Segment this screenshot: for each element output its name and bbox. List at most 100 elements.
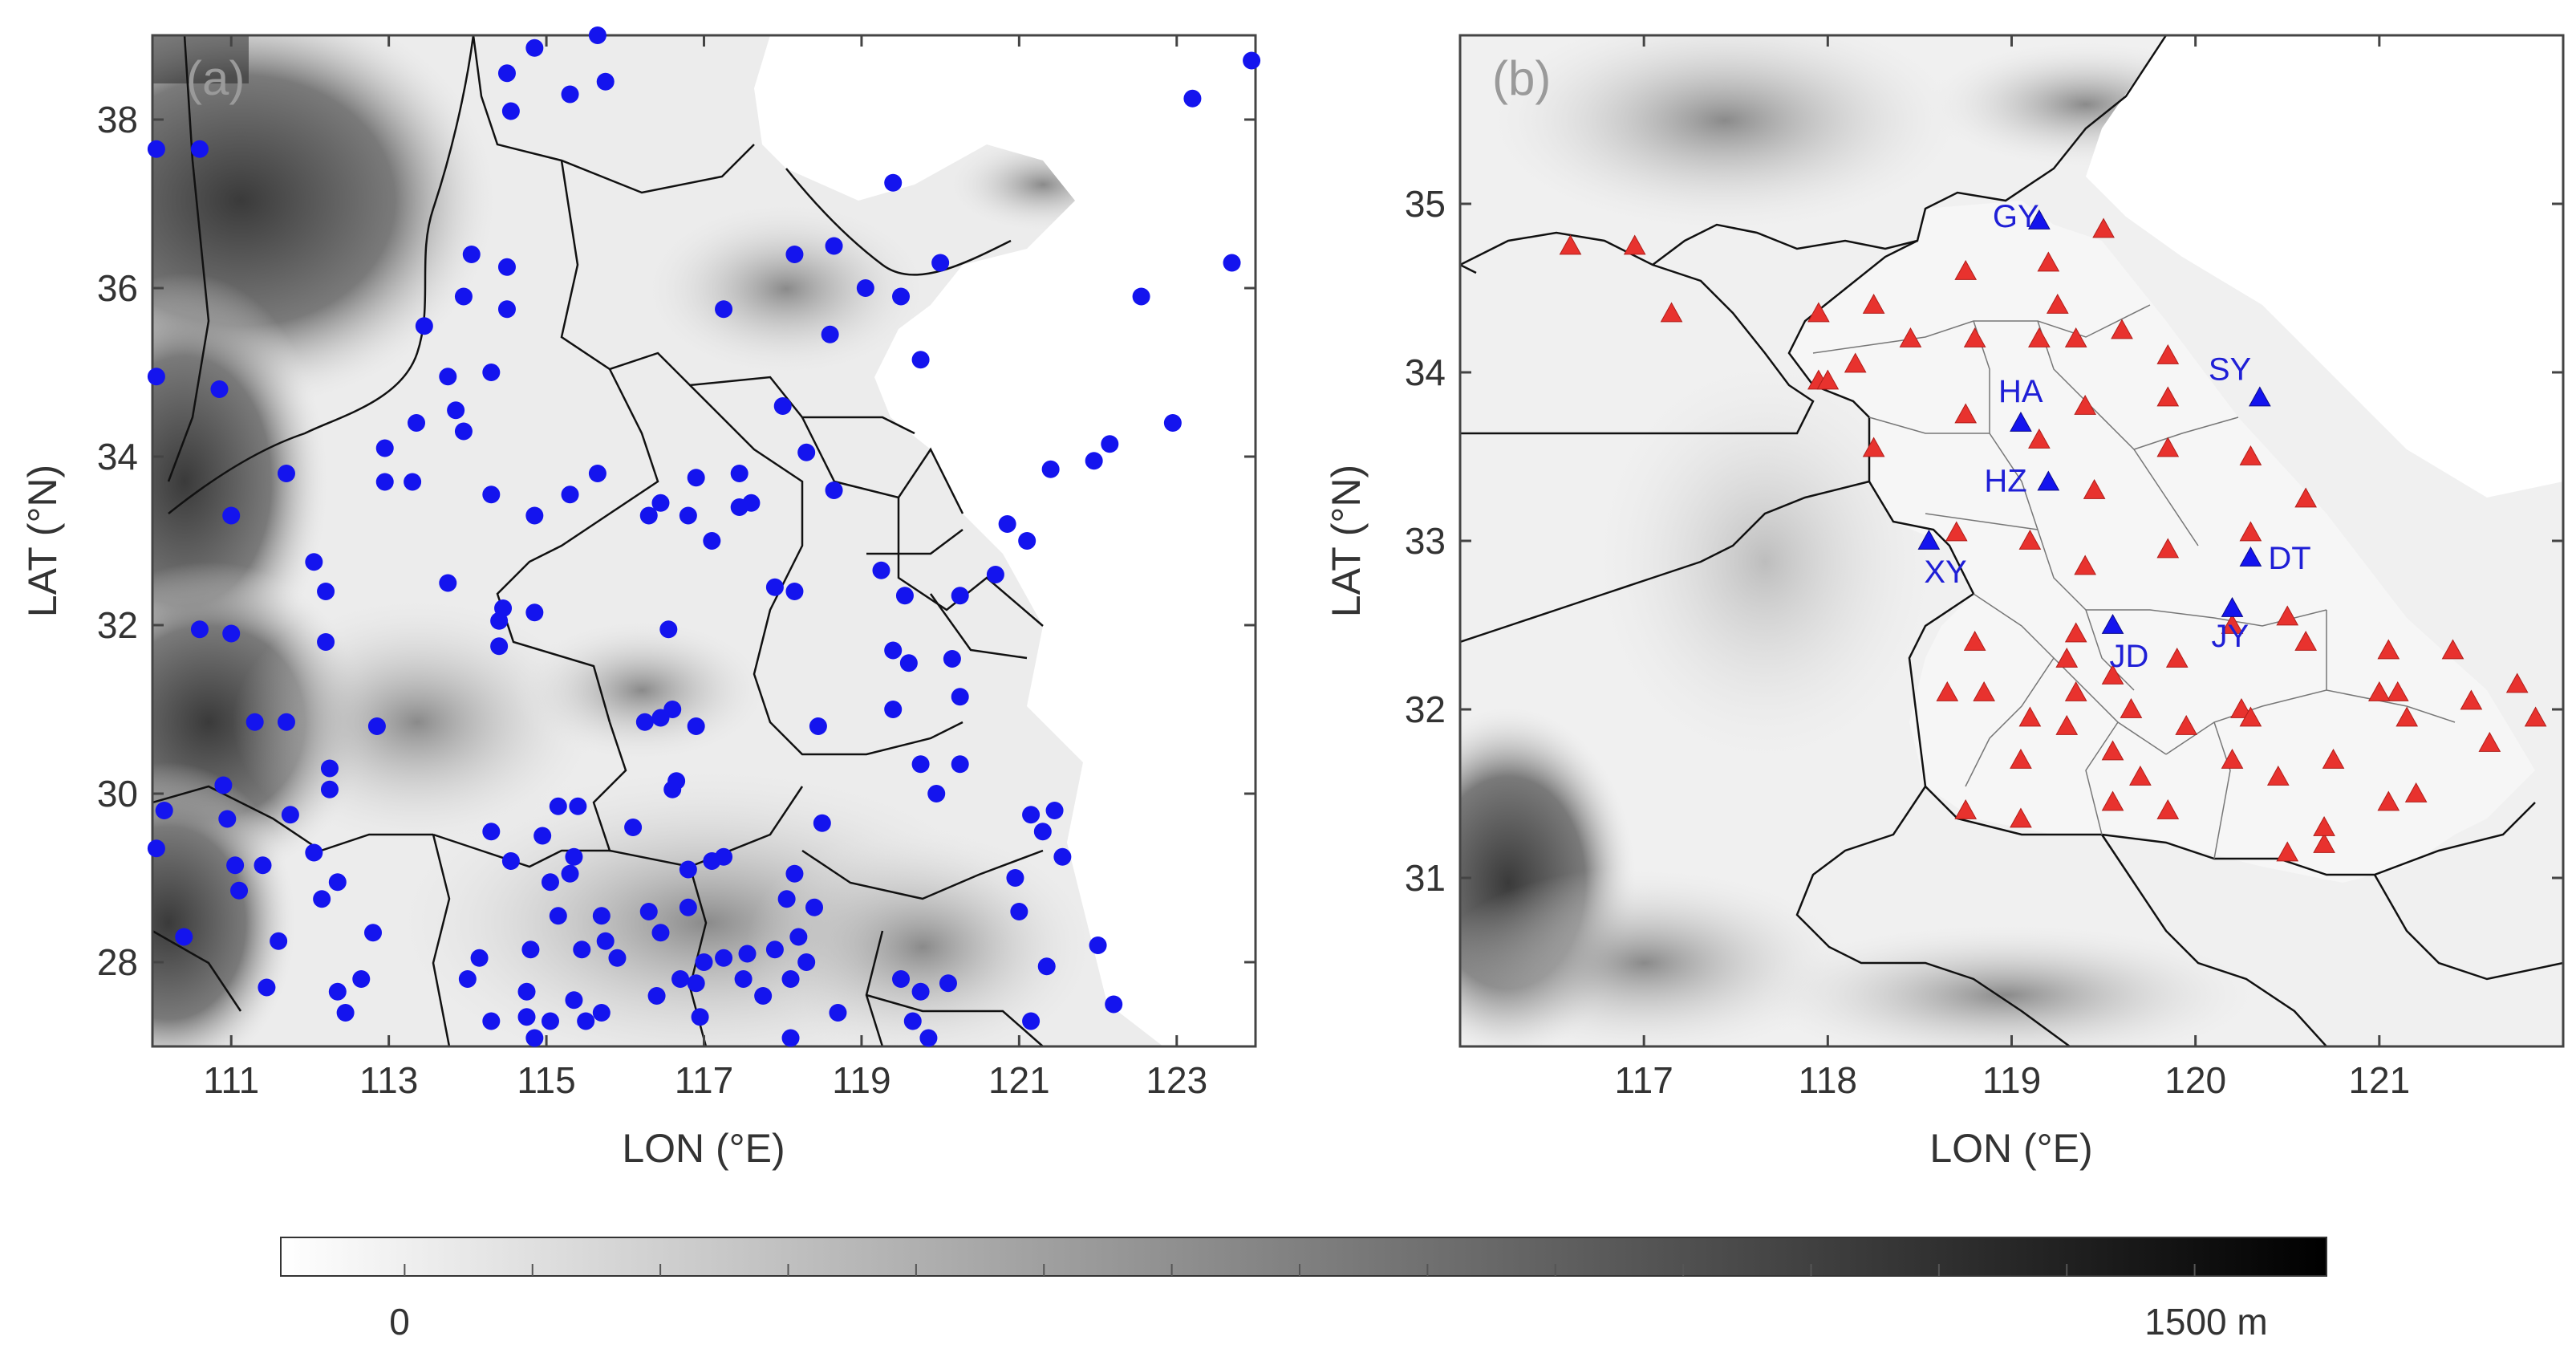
station-marker-a [588,26,606,44]
station-marker-a [687,717,705,735]
station-marker-a [679,898,697,916]
station-label: SY [2209,352,2251,388]
station-marker-a [951,587,969,605]
x-tick-label-b: 118 [1799,1059,1857,1101]
y-axis-label-b: LAT (°N) [1324,465,1369,617]
station-marker-a [687,469,705,487]
station-marker-a [258,978,276,997]
station-marker-a [895,587,914,605]
station-marker-a [742,494,761,512]
station-marker-b [2276,605,2299,626]
station-marker-b [2156,343,2180,364]
station-marker-b [2239,445,2262,465]
station-marker-a [190,140,209,158]
station-marker-b [2083,478,2106,499]
colorbar-ticks [404,1264,2196,1276]
station-marker-a [1037,957,1056,976]
station-marker-a [872,561,890,579]
x-axis-label-a: LON (°E) [622,1126,785,1171]
station-marker-a [328,873,347,892]
station-marker-a [541,873,559,892]
station-marker-a [517,1008,536,1026]
station-marker-a [375,439,394,457]
x-tick-label-a: 115 [517,1059,575,1101]
x-tick-label-a: 123 [1146,1059,1207,1101]
station-marker-a [998,515,1016,533]
station-marker-b [2028,428,2051,449]
tick-labels-a: 111 113 115 117 119 121 123 28 30 32 34 36 38 [97,99,1207,1101]
station-marker-b [2313,832,2335,853]
station-marker-b [2478,731,2501,752]
key-station-marker [2010,411,2032,432]
station-marker-a [695,953,713,971]
station-marker-a [352,970,371,988]
station-marker-a [911,755,930,774]
terrain-a [152,35,1256,1046]
station-marker-a [738,945,757,963]
station-marker-a [482,364,501,381]
station-marker-b [2276,841,2299,862]
station-marker-a [785,583,804,600]
station-marker-a [596,72,615,91]
station-marker-a [679,860,697,879]
station-marker-a [1223,254,1241,272]
axis-ticks-a [152,35,1256,1046]
colorbar-min-label: 0 [389,1301,410,1343]
station-marker-b [1954,403,1978,424]
station-marker-a [813,814,831,832]
station-marker-a [320,759,339,778]
y-tick-label-a: 28 [97,941,138,983]
colorbar-gradient [280,1237,2327,1277]
key-station-marker [1917,529,1941,550]
station-marker-a [155,802,173,819]
station-marker-b [2404,782,2428,802]
station-marker-a [561,85,579,104]
y-tick-label-a: 34 [97,436,138,477]
station-marker-b [2101,664,2124,685]
station-marker-a [439,574,457,592]
station-marker-b [1844,352,1867,373]
y-tick-label-a: 36 [97,267,138,309]
station-marker-b [2064,327,2087,347]
station-marker-a [565,847,583,866]
station-marker-b [1623,234,1646,255]
x-axis-label-b: LON (°E) [1929,1126,2092,1171]
station-marker-a [218,810,237,828]
station-marker-b [1954,259,1978,280]
tick-labels-b: 117 118 119 120 121 31 32 33 34 35 [1405,183,2410,1101]
station-marker-b [2165,647,2189,668]
axis-ticks-b [1460,35,2563,1046]
station-marker-b [2221,748,2244,769]
station-marker-a [884,173,903,192]
station-marker-a [549,907,567,925]
station-marker-b [2064,622,2087,643]
station-marker-a [230,881,249,900]
station-marker-a [521,941,540,959]
station-marker-a [482,485,501,504]
station-marker-b [2239,706,2262,727]
station-marker-a [639,506,658,525]
station-marker-a [497,258,516,276]
station-marker-b [2395,706,2419,727]
station-marker-b [1807,302,1830,323]
station-marker-a [919,1029,938,1047]
x-tick-label-b: 119 [1982,1059,2041,1101]
station-marker-a [647,987,666,1005]
station-marker-a [367,717,386,735]
station-marker-a [305,553,323,571]
x-tick-label-a: 121 [988,1059,1050,1101]
station-marker-b [2230,697,2253,718]
y-tick-label-a: 38 [97,99,138,140]
station-marker-a [375,473,394,491]
station-marker-a [809,717,827,735]
station-marker-a [482,1012,501,1030]
station-marker-a [277,465,295,482]
station-label: JY [2212,619,2249,654]
station-marker-b [2239,521,2262,542]
station-marker-a [533,827,552,845]
station-marker-b [2313,815,2335,836]
station-marker-b [2156,437,2180,457]
station-marker-a [525,39,544,57]
station-marker-b [2505,672,2529,693]
station-marker-a [825,237,843,255]
